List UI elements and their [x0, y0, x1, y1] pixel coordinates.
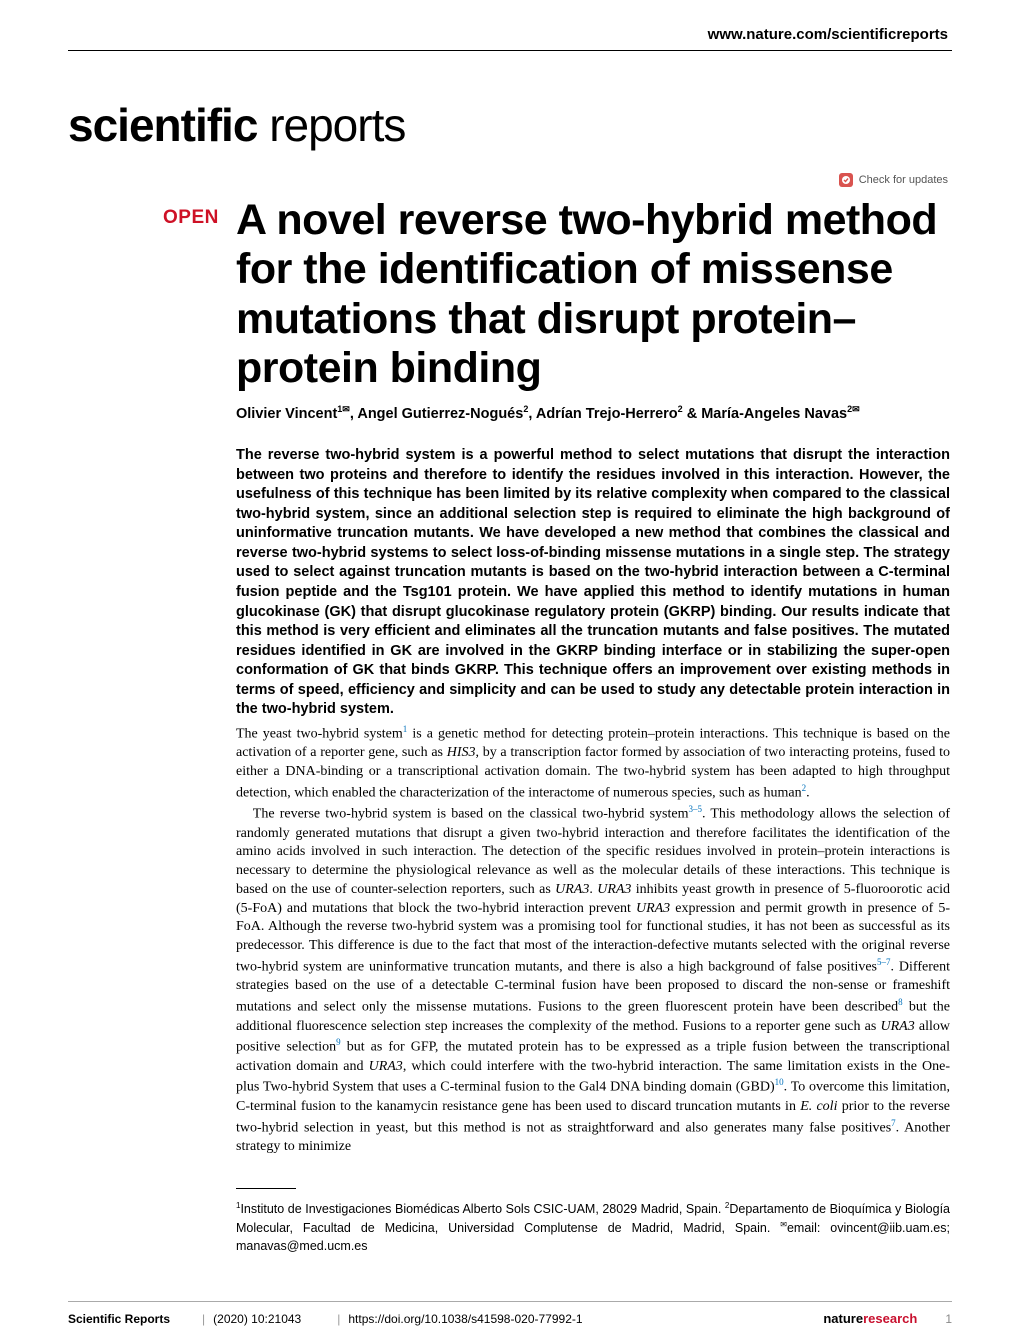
- body-paragraph: The yeast two-hybrid system1 is a geneti…: [236, 723, 950, 803]
- site-url[interactable]: www.nature.com/scientificreports: [708, 26, 948, 43]
- affiliations: 1Instituto de Investigaciones Biomédicas…: [236, 1200, 950, 1256]
- footer-publisher-research: research: [863, 1311, 917, 1326]
- footer-journal: Scientific Reports: [68, 1312, 170, 1326]
- body-paragraph: The reverse two-hybrid system is based o…: [236, 803, 950, 1156]
- journal-logo-bold: scientific: [68, 99, 257, 151]
- article-title: A novel reverse two-hybrid method for th…: [236, 196, 950, 394]
- check-updates-button[interactable]: Check for updates: [839, 173, 948, 187]
- body-text: The yeast two-hybrid system1 is a geneti…: [236, 723, 950, 1157]
- abstract: The reverse two-hybrid system is a power…: [236, 446, 950, 720]
- journal-logo: scientific reports: [68, 98, 405, 152]
- page-footer: Scientific Reports | (2020) 10:21043 | h…: [68, 1311, 952, 1326]
- footer-sep: |: [202, 1312, 205, 1326]
- footer-page-number: 1: [945, 1312, 952, 1326]
- author-list: Olivier Vincent1✉, Angel Gutierrez-Nogué…: [236, 403, 950, 424]
- open-access-badge: OPEN: [163, 207, 219, 229]
- check-updates-label: Check for updates: [859, 174, 948, 186]
- header-rule: [68, 50, 952, 51]
- check-updates-icon: [839, 173, 853, 187]
- affiliations-rule: [236, 1188, 296, 1189]
- footer-issue: (2020) 10:21043: [213, 1312, 301, 1326]
- footer-rule: [68, 1301, 952, 1302]
- footer-sep: |: [337, 1312, 340, 1326]
- footer-doi[interactable]: https://doi.org/10.1038/s41598-020-77992…: [348, 1312, 582, 1326]
- footer-publisher-nature: nature: [823, 1311, 863, 1326]
- journal-logo-light: reports: [257, 99, 405, 151]
- footer-publisher: natureresearch: [823, 1311, 917, 1326]
